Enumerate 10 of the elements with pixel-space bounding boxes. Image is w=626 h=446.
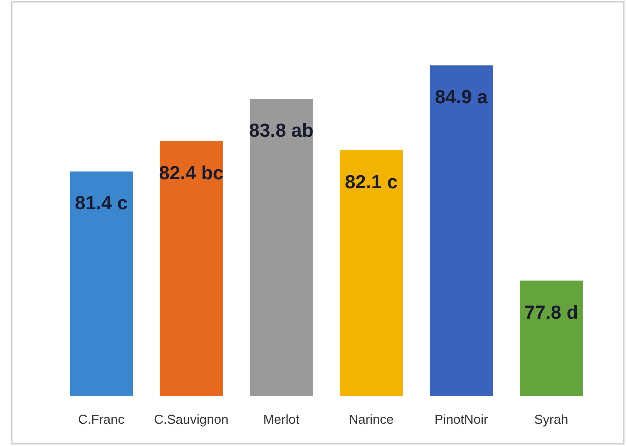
data-label: 82.1 c — [345, 172, 398, 194]
x-tick-label: Merlot — [263, 412, 300, 427]
x-tick-label: C.Sauvignon — [154, 412, 229, 427]
data-label: 84.9 a — [435, 88, 488, 109]
x-tick-label: Syrah — [534, 412, 568, 427]
x-tick-label: PinotNoir — [434, 412, 489, 427]
x-tick-label: C.Franc — [78, 412, 126, 427]
data-label: 81.4 c — [75, 194, 128, 215]
x-tick-label: Narince — [349, 412, 394, 427]
data-label: 77.8 d — [524, 302, 578, 324]
